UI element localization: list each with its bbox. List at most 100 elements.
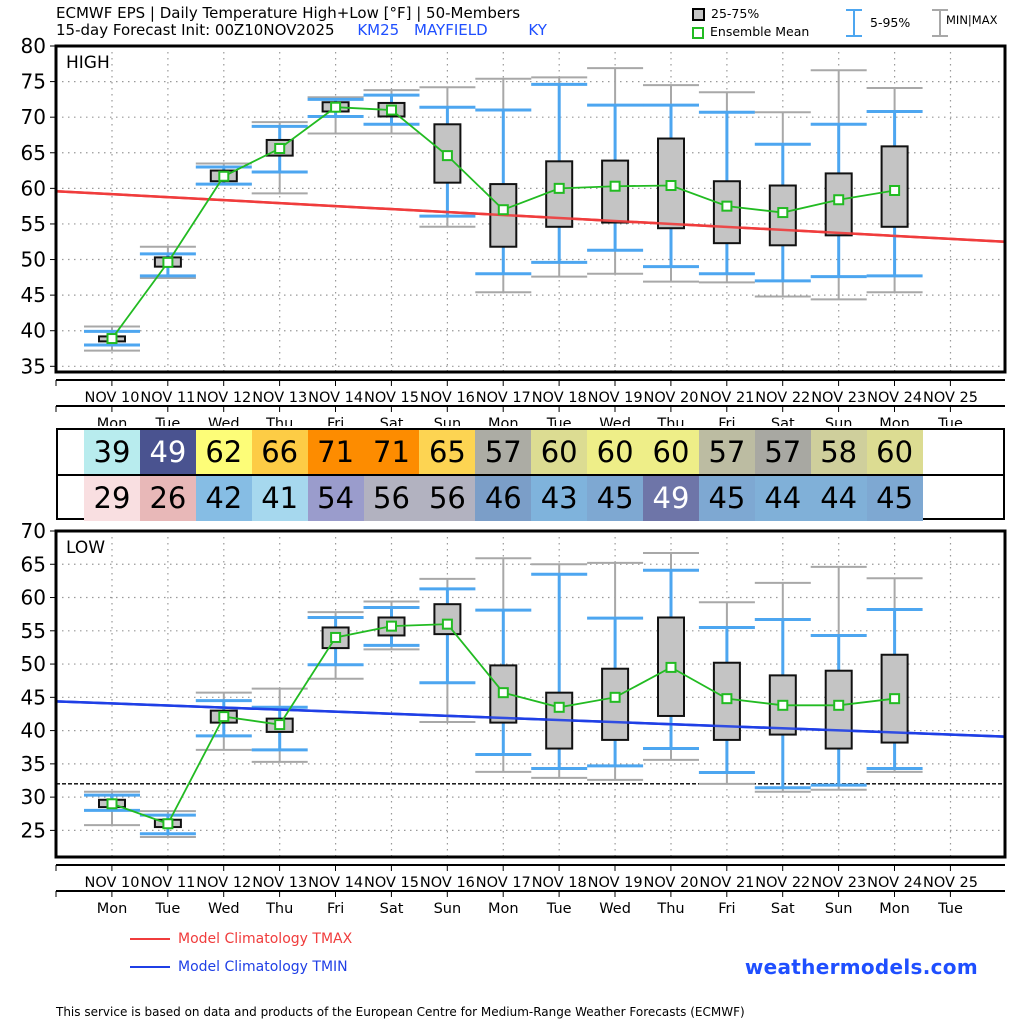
x-date-label: NOV 17 — [476, 875, 531, 891]
x-date-label: NOV 18 — [532, 390, 587, 406]
legend-box: 25-75% — [692, 6, 759, 21]
ensemble-mean-marker — [330, 101, 342, 113]
x-date-label: NOV 21 — [699, 875, 754, 891]
x-date-label: NOV 16 — [420, 875, 475, 891]
x-weekday-label: Tue — [546, 416, 572, 426]
credit-text: This service is based on data and produc… — [56, 1005, 745, 1019]
iqr-box — [545, 160, 574, 228]
x-date-label: NOV 25 — [923, 875, 978, 891]
x-date-label: NOV 18 — [532, 875, 587, 891]
high-temp-cell: 57 — [698, 430, 755, 475]
day-box-plot — [643, 551, 699, 761]
ensemble-mean-marker — [274, 142, 286, 154]
x-date-label: NOV 20 — [644, 390, 699, 406]
tmax-clim-legend: Model Climatology TMAX — [130, 931, 352, 947]
ensemble-mean-marker — [665, 661, 677, 673]
x-date-label: NOV 13 — [252, 875, 307, 891]
day-box-plot — [866, 577, 923, 773]
x-weekday-label: Tue — [155, 901, 181, 915]
ensemble-mean-marker — [162, 818, 174, 830]
low-temp-cell: 56 — [419, 476, 476, 521]
ensemble-mean-marker — [889, 184, 901, 196]
high-temperature-chart: 35 40 45 50 55 60 65 70 75 80 HIGH NOV 10 Mon NOV 11 T… — [21, 36, 1007, 426]
x-date-label: NOV 22 — [755, 875, 810, 891]
ensemble-mean-marker — [441, 150, 453, 162]
ensemble-mean-marker — [106, 798, 118, 810]
row-separator — [58, 474, 1003, 476]
x-weekday-label: Fri — [718, 416, 735, 426]
ensemble-mean-marker — [218, 170, 230, 182]
low-temperature-chart: 25 30 35 40 45 50 55 60 65 70 LOW NOV 10 Mon NOV 11 Tu… — [21, 520, 1007, 915]
x-date-label: NOV 17 — [476, 390, 531, 406]
x-date-label: NOV 15 — [364, 390, 419, 406]
x-weekday-label: Wed — [599, 416, 631, 426]
high-temp-cell: 57 — [754, 430, 811, 475]
low-temp-cell: 54 — [307, 476, 364, 521]
ensemble-mean-marker — [497, 204, 509, 216]
x-weekday-label: Mon — [97, 901, 128, 915]
x-weekday-label: Mon — [879, 416, 910, 426]
iqr-box — [824, 172, 853, 237]
x-date-label: NOV 16 — [420, 390, 475, 406]
x-date-label: NOV 12 — [196, 390, 251, 406]
day-box-plot — [810, 69, 867, 301]
legend-minmax-label: MIN|MAX — [946, 13, 998, 27]
tmax-clim-line-icon — [130, 938, 170, 940]
station-state: KY — [528, 21, 547, 39]
ensemble-mean-marker — [609, 180, 621, 192]
brand-link[interactable]: weathermodels.com — [744, 955, 978, 979]
station-name: MAYFIELD — [414, 21, 488, 39]
x-date-label: NOV 10 — [85, 875, 140, 891]
y-tick-label: 55 — [21, 212, 46, 236]
day-box-plot — [307, 611, 364, 680]
y-tick-label: 35 — [21, 752, 46, 776]
x-weekday-label: Sat — [771, 901, 795, 915]
ensemble-mean-marker — [609, 691, 621, 703]
high-temp-cell: 62 — [195, 430, 252, 475]
forecast-init: 15-day Forecast Init: 00Z10NOV2025 — [56, 21, 335, 39]
x-date-label: NOV 13 — [252, 390, 307, 406]
y-tick-label: 40 — [21, 319, 46, 343]
x-date-label: NOV 14 — [308, 390, 363, 406]
ensemble-mean-marker — [386, 104, 397, 116]
iqr-box — [601, 667, 630, 741]
ensemble-mean-marker — [553, 701, 565, 713]
low-temp-cell: 26 — [139, 476, 196, 521]
y-tick-label: 70 — [21, 520, 46, 543]
x-weekday-label: Thu — [656, 901, 684, 915]
tmin-clim-label: Model Climatology TMIN — [178, 959, 348, 975]
high-temp-cell: 60 — [531, 430, 588, 475]
day-box-plot — [475, 557, 532, 773]
y-tick-label: 25 — [21, 818, 46, 842]
ensemble-mean-marker — [721, 693, 733, 705]
ensemble-mean-marker — [218, 711, 230, 723]
plot-frame — [54, 529, 1007, 859]
high-temp-cell: 60 — [643, 430, 699, 475]
x-weekday-label: Sun — [434, 901, 462, 915]
y-tick-label: 35 — [21, 354, 46, 378]
x-date-label: NOV 25 — [923, 390, 978, 406]
x-weekday-label: Wed — [208, 416, 240, 426]
x-date-label: NOV 11 — [140, 875, 195, 891]
high-temp-cell: 66 — [251, 430, 308, 475]
tmin-clim-line-icon — [130, 966, 170, 968]
tmax-climatology-line-overlay — [55, 189, 1006, 243]
ensemble-mean-marker — [274, 719, 286, 731]
x-weekday-label: Thu — [265, 416, 293, 426]
low-temp-cell: 44 — [754, 476, 811, 521]
x-date-label: NOV 15 — [364, 875, 419, 891]
y-tick-label: 65 — [21, 141, 46, 165]
x-date-label: NOV 21 — [699, 390, 754, 406]
ensemble-mean-marker — [889, 693, 901, 705]
day-box-plot — [754, 111, 811, 298]
x-date-label: NOV 22 — [755, 390, 810, 406]
iqr-box — [712, 180, 741, 245]
y-tick-label: 65 — [21, 552, 46, 576]
y-tick-label: 30 — [21, 785, 46, 809]
high-temp-cell: 71 — [363, 430, 420, 475]
tmax-clim-label: Model Climatology TMAX — [178, 931, 353, 947]
x-weekday-label: Tue — [155, 416, 181, 426]
ensemble-mean-marker — [665, 180, 677, 192]
day-box-plot — [587, 67, 644, 275]
x-weekday-label: Mon — [879, 901, 910, 915]
